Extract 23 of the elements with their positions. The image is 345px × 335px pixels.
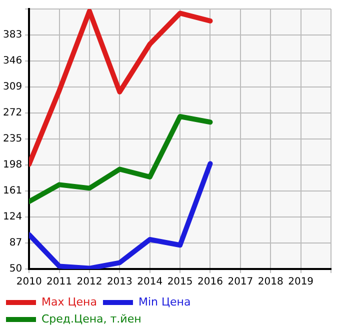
x-tick-label: 2019 xyxy=(288,276,314,288)
y-tick-label: 198 xyxy=(2,160,22,171)
y-tick-label: 50 xyxy=(9,264,22,275)
y-tick-label: 383 xyxy=(2,30,22,41)
y-tick-label: 161 xyxy=(2,186,22,197)
legend-label: Min Цена xyxy=(138,295,191,308)
y-tick-label: 235 xyxy=(2,134,22,145)
y-tick-label: 346 xyxy=(2,56,22,67)
y-tick-label: 309 xyxy=(2,82,22,93)
x-tick-label: 2018 xyxy=(258,276,284,288)
y-tick-label: 124 xyxy=(2,212,22,223)
x-tick-label: 2011 xyxy=(46,276,72,288)
x-tick-label: 2016 xyxy=(198,276,223,288)
x-tick-label: 2017 xyxy=(228,276,254,288)
x-tick-label: 2012 xyxy=(76,276,102,288)
x-tick-label: 2015 xyxy=(167,276,193,288)
x-tick-label: 2014 xyxy=(137,276,163,288)
legend-label: Сред.Цена, т.йен xyxy=(42,312,142,326)
x-tick-label: 2010 xyxy=(16,276,42,288)
y-tick-label: 272 xyxy=(2,108,22,119)
legend-label: Max Цена xyxy=(42,295,97,308)
y-tick-label: 87 xyxy=(9,238,22,249)
x-tick-label: 2013 xyxy=(106,276,132,288)
